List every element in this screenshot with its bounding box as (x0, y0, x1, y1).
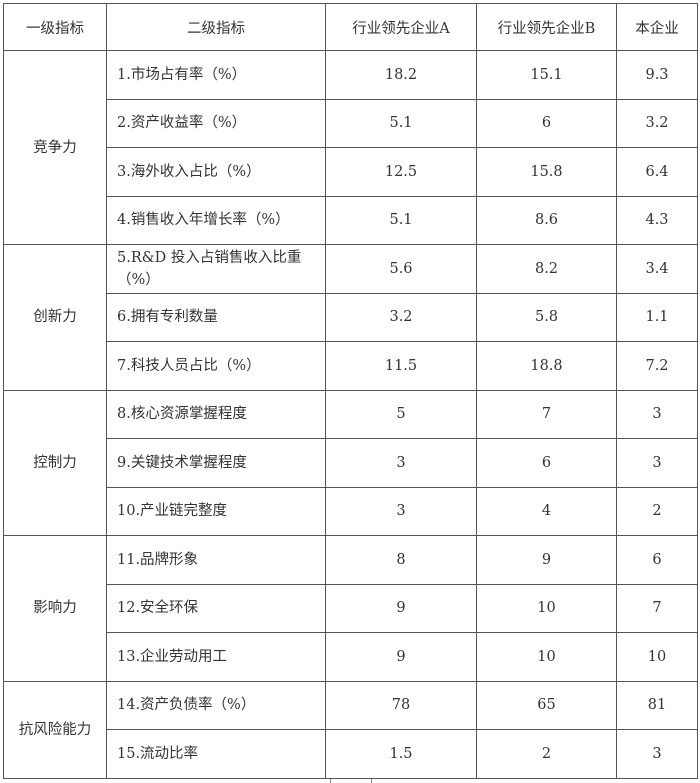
value-self: 1.1 (616, 292, 698, 342)
table-row: 15.流动比率 1.5 2 3 (4, 729, 698, 779)
header-level2: 二级指标 (106, 3, 326, 51)
table-row: 9.关键技术掌握程度 3 6 3 (4, 438, 698, 488)
value-self: 3 (616, 389, 698, 439)
indicator-name: 4.销售收入年增长率（%） (106, 195, 326, 245)
value-self: 4.3 (616, 195, 698, 245)
indicator-comparison-table: 一级指标 二级指标 行业领先企业A 行业领先企业B 本企业 竞争力 1.市场占有率… (3, 3, 698, 779)
table-row: 控制力 8.核心资源掌握程度 5 7 3 (3, 389, 698, 536)
value-self: 3 (616, 729, 698, 779)
table-row: 创新力 5.R&D 投入占销售收入比重（%） 5.6 8.2 3.4 (3, 244, 698, 391)
table-row: 6.拥有专利数量 3.2 5.8 1.1 (4, 292, 698, 342)
indicator-name: 3.海外收入占比（%） (106, 147, 326, 197)
table-row: 12.安全环保 9 10 7 (4, 583, 698, 633)
table-row: 3.海外收入占比（%） 12.5 15.8 6.4 (4, 147, 698, 197)
group-name: 抗风险能力 (3, 680, 107, 779)
value-self: 3.2 (616, 98, 698, 148)
group-name: 控制力 (3, 389, 107, 536)
value-leader-a: 5.1 (325, 98, 477, 148)
indicator-name: 15.流动比率 (106, 729, 326, 779)
value-self: 7.2 (616, 341, 698, 391)
header-self: 本企业 (616, 3, 698, 51)
indicator-name: 5.R&D 投入占销售收入比重（%） (106, 244, 326, 294)
table-row: 抗风险能力 14.资产负债率（%） 78 65 81 (3, 680, 698, 779)
header-leader-b: 行业领先企业B (476, 3, 617, 51)
value-leader-b: 15.8 (476, 147, 617, 197)
indicator-name: 2.资产收益率（%） (106, 98, 326, 148)
value-self: 6.4 (616, 147, 698, 197)
indicator-name: 1.市场占有率（%） (106, 50, 326, 100)
value-self: 3 (616, 438, 698, 488)
indicator-name: 6.拥有专利数量 (106, 292, 326, 342)
table-row: 竞争力 1.市场占有率（%） 18.2 15.1 9.3 (3, 50, 698, 245)
value-leader-b: 4 (476, 486, 617, 536)
value-self: 10 (616, 632, 698, 682)
group-name: 创新力 (3, 244, 107, 391)
value-self: 2 (616, 486, 698, 536)
value-leader-b: 8.2 (476, 244, 617, 294)
value-leader-b: 10 (476, 632, 617, 682)
group-name: 竞争力 (3, 50, 107, 245)
value-self: 9.3 (616, 50, 698, 100)
value-leader-b: 9 (476, 535, 617, 585)
value-leader-a: 12.5 (325, 147, 477, 197)
value-self: 81 (616, 680, 698, 730)
table-row: 2.资产收益率（%） 5.1 6 3.2 (4, 98, 698, 148)
indicator-name: 11.品牌形象 (106, 535, 326, 585)
value-leader-b: 6 (476, 438, 617, 488)
header-leader-a: 行业领先企业A (325, 3, 477, 51)
indicator-name: 8.核心资源掌握程度 (106, 389, 326, 439)
group-name: 影响力 (3, 535, 107, 682)
value-leader-b: 6 (476, 98, 617, 148)
value-leader-a: 18.2 (325, 50, 477, 100)
value-leader-a: 3 (325, 438, 477, 488)
value-leader-a: 5 (325, 389, 477, 439)
indicator-name: 9.关键技术掌握程度 (106, 438, 326, 488)
indicator-name: 14.资产负债率（%） (106, 680, 326, 730)
value-leader-a: 3.2 (325, 292, 477, 342)
value-leader-a: 3 (325, 486, 477, 536)
table-row: 影响力 11.品牌形象 8 9 6 (3, 535, 698, 682)
header-level1: 一级指标 (3, 3, 107, 51)
value-leader-b: 65 (476, 680, 617, 730)
indicator-name: 12.安全环保 (106, 583, 326, 633)
table-row: 10.产业链完整度 3 4 2 (4, 486, 698, 536)
value-leader-b: 7 (476, 389, 617, 439)
value-leader-a: 9 (325, 583, 477, 633)
indicator-name: 13.企业劳动用工 (106, 632, 326, 682)
table-row: 4.销售收入年增长率（%） 5.1 8.6 4.3 (4, 195, 698, 245)
value-leader-b: 10 (476, 583, 617, 633)
value-leader-a: 1.5 (325, 729, 477, 779)
table-row: 7.科技人员占比（%） 11.5 18.8 7.2 (4, 341, 698, 391)
value-self: 7 (616, 583, 698, 633)
table-tail-divider (330, 779, 372, 783)
indicator-name: 10.产业链完整度 (106, 486, 326, 536)
value-leader-b: 5.8 (476, 292, 617, 342)
value-self: 6 (616, 535, 698, 585)
value-leader-b: 8.6 (476, 195, 617, 245)
indicator-name: 7.科技人员占比（%） (106, 341, 326, 391)
value-leader-a: 5.6 (325, 244, 477, 294)
value-leader-a: 9 (325, 632, 477, 682)
value-leader-a: 8 (325, 535, 477, 585)
header-row: 一级指标 二级指标 行业领先企业A 行业领先企业B 本企业 (3, 3, 698, 51)
value-leader-b: 2 (476, 729, 617, 779)
value-leader-b: 18.8 (476, 341, 617, 391)
value-leader-a: 11.5 (325, 341, 477, 391)
value-leader-a: 78 (325, 680, 477, 730)
table-row: 13.企业劳动用工 9 10 10 (4, 632, 698, 682)
value-leader-a: 5.1 (325, 195, 477, 245)
value-leader-b: 15.1 (476, 50, 617, 100)
value-self: 3.4 (616, 244, 698, 294)
